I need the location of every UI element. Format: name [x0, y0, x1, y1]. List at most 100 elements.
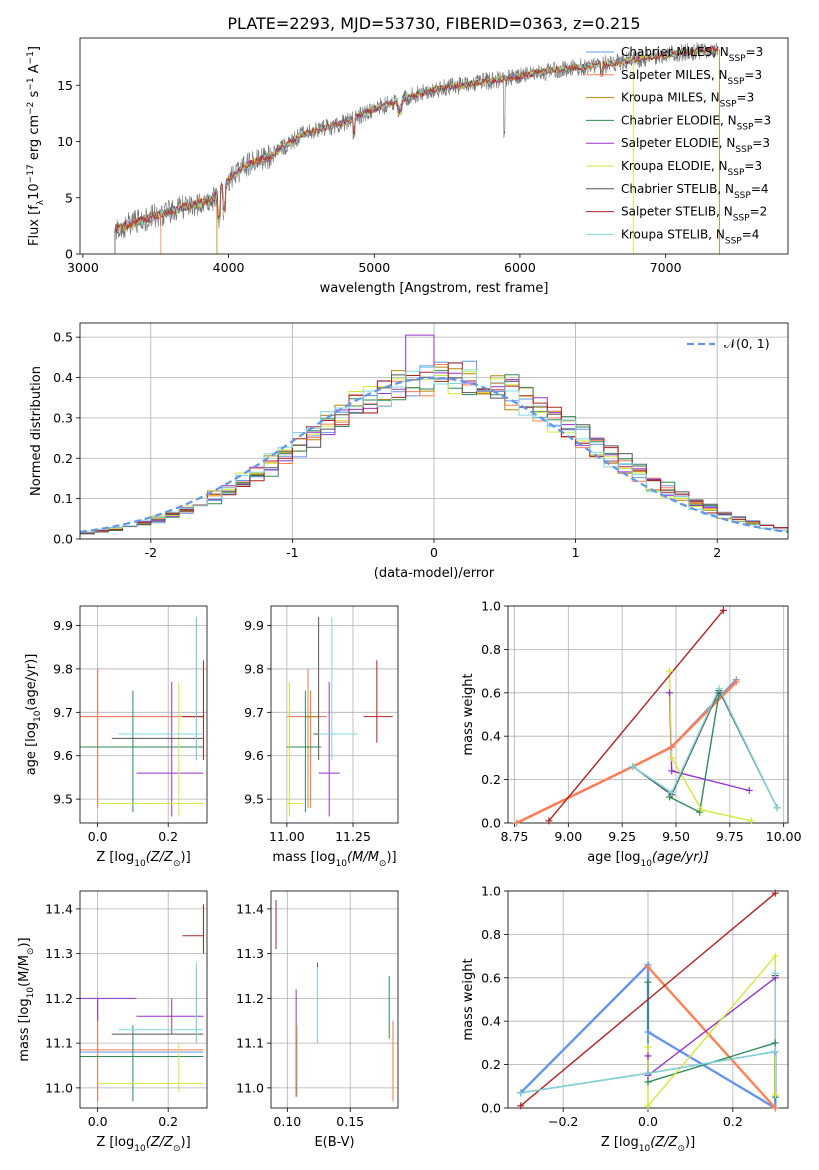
histogram-8	[80, 366, 788, 535]
legend-label: Chabrier MILES, NSSP=3	[621, 45, 763, 64]
x-axis-label-part: 10	[639, 1144, 651, 1154]
x-tick-label: 9.75	[716, 829, 744, 844]
y-axis-label-part: A	[27, 64, 42, 77]
x-axis-label: wavelength [Angstrom, rest frame]	[320, 281, 549, 296]
x-tick-label: −0.2	[548, 1114, 578, 1129]
legend-label-part: SSP	[733, 214, 750, 224]
legend-label: Chabrier STELIB, NSSP=4	[621, 182, 769, 201]
x-axis-label-part: Z [log	[601, 1135, 639, 1150]
axes-frame	[79, 605, 208, 824]
plot-area-residuals	[80, 334, 788, 536]
y-tick-label: 0.1	[53, 491, 73, 506]
x-axis-label-part: mass [log	[272, 850, 335, 865]
legend-label: Chabrier ELODIE, NSSP=3	[621, 113, 771, 132]
x-axis-label-part: 10	[336, 859, 348, 869]
x-axis-label: Z [log10(Z/Z⊙)]	[96, 1135, 190, 1154]
x-tick-label: 0.15	[336, 1114, 364, 1129]
axes-frame	[270, 890, 399, 1109]
x-tick-label: 9.00	[554, 829, 582, 844]
y-tick-label: 15	[57, 78, 73, 93]
x-tick-label: 8.75	[501, 829, 529, 844]
plot-area-age_vs_mass	[286, 616, 393, 817]
legend-label-part: =4	[751, 182, 769, 196]
legend-label-part: =3	[753, 113, 771, 127]
legend-label: Salpeter MILES, NSSP=3	[621, 68, 762, 87]
y-tick-label: 11.4	[45, 901, 73, 916]
legend-label-part: SSP	[734, 191, 751, 201]
axes-massweight_vs_Z: −0.2 0.0 0.2 0.0 0.2 0.4 0.6 0.8 1.0 Z [log10(Z/Z…	[461, 884, 789, 1154]
legend-label: Kroupa MILES, NSSP=3	[621, 91, 754, 110]
y-tick-label: 9.5	[244, 792, 264, 807]
x-axis-label: age [log10(age/yr)]	[587, 850, 709, 869]
y-tick-label: 11.2	[45, 991, 73, 1006]
x-axis-label-part: Z [log	[96, 850, 134, 865]
plot-area-massweight_vs_age	[516, 609, 778, 823]
x-axis-label-part: )]	[386, 850, 396, 865]
y-axis-label-part: )]	[17, 937, 32, 947]
legend-label-part: =3	[746, 45, 764, 59]
legend-label-part: Chabrier STELIB, N	[621, 182, 734, 196]
y-tick-label: 0.8	[481, 642, 501, 657]
y-tick-label: 9.9	[53, 618, 73, 633]
legend-label-part: SSP	[737, 122, 754, 132]
spectrum-line-7	[114, 46, 719, 234]
y-tick-label: 9.6	[244, 748, 264, 763]
massweight-line-8	[520, 973, 776, 1094]
legend-label-part: =3	[752, 136, 770, 150]
legend-label-part: =4	[742, 227, 760, 241]
legend-label-part: Salpeter ELODIE, N	[621, 136, 735, 150]
y-tick-label: 0.2	[53, 451, 73, 466]
y-tick-label: 5	[65, 190, 73, 205]
y-axis-label-part: s	[27, 90, 42, 101]
massweight-line-3	[647, 982, 776, 1098]
y-tick-label: 0.4	[481, 1014, 501, 1029]
y-tick-label: 0.2	[481, 772, 501, 787]
x-tick-label: 11.25	[335, 829, 371, 844]
y-tick-label: 0.0	[481, 1101, 501, 1116]
legend-label-part: =3	[744, 159, 762, 173]
y-tick-label: 10	[57, 134, 73, 149]
legend-label-part: Kroupa ELODIE, N	[621, 159, 728, 173]
x-axis-label-part: Z [log	[96, 1135, 134, 1150]
x-tick-label: 0.0	[638, 1114, 658, 1129]
x-tick-label: 2	[713, 545, 721, 560]
legend-label: Salpeter STELIB, NSSP=2	[621, 205, 767, 224]
y-axis-label-part: −2	[26, 102, 36, 115]
x-tick-label: 0.0	[88, 829, 108, 844]
y-axis-label-part: −1	[26, 77, 36, 90]
x-tick-label: 6000	[504, 260, 536, 275]
y-axis-label-part: age [log	[24, 722, 39, 775]
axes-mass_vs_Z: 0.0 0.211.011.111.211.311.4Z [log10(Z/Z⊙)…	[17, 890, 208, 1154]
x-axis-label-part: 10	[134, 859, 146, 869]
y-axis-label-part: 10	[26, 987, 36, 999]
x-tick-label: 9.25	[608, 829, 636, 844]
figure-title: PLATE=2293, MJD=53730, FIBERID=0363, z=0…	[227, 14, 640, 33]
legend-label-part: SSP	[728, 168, 745, 178]
x-axis-label-part: ⊙	[379, 859, 387, 869]
axes-frame	[79, 890, 208, 1109]
x-tick-label: 9.50	[662, 829, 690, 844]
y-tick-label: 9.7	[244, 705, 264, 720]
x-axis-label-part: )]	[181, 1135, 191, 1150]
legend-label: 𝒩(0, 1)	[724, 336, 770, 351]
y-axis-label: Flux [fλ10−17 erg cm−2 s−1 A−1]	[26, 46, 46, 246]
x-tick-label: 7000	[650, 260, 682, 275]
x-tick-label: 0.0	[88, 1114, 108, 1129]
x-axis-label-part: (Z/Z	[650, 1135, 678, 1150]
axes-frame	[507, 605, 789, 824]
y-axis-label-part: mass [log	[17, 998, 32, 1061]
axes-residuals: -2 -1 0 1 2 0.0 0.1 0.2 0.3 0.4 0.5 (data-model)/er…	[29, 322, 789, 581]
x-tick-label: 11.00	[269, 829, 305, 844]
axes-mass_vs_ebv: 0.10 0.15 11.0 11.1 11.2 11.3 11.4 E(B-V)	[236, 890, 399, 1150]
plot-area-mass_vs_Z	[80, 904, 204, 1102]
x-tick-label: 4000	[213, 260, 245, 275]
x-tick-label: 0.2	[723, 1114, 743, 1129]
y-tick-label: 9.6	[53, 748, 73, 763]
x-tick-label: 3000	[67, 260, 99, 275]
x-axis-label-part: ⊙	[173, 1144, 181, 1154]
y-tick-label: 9.9	[244, 618, 264, 633]
y-tick-label: 1.0	[481, 599, 501, 614]
normal-curve	[80, 376, 788, 533]
